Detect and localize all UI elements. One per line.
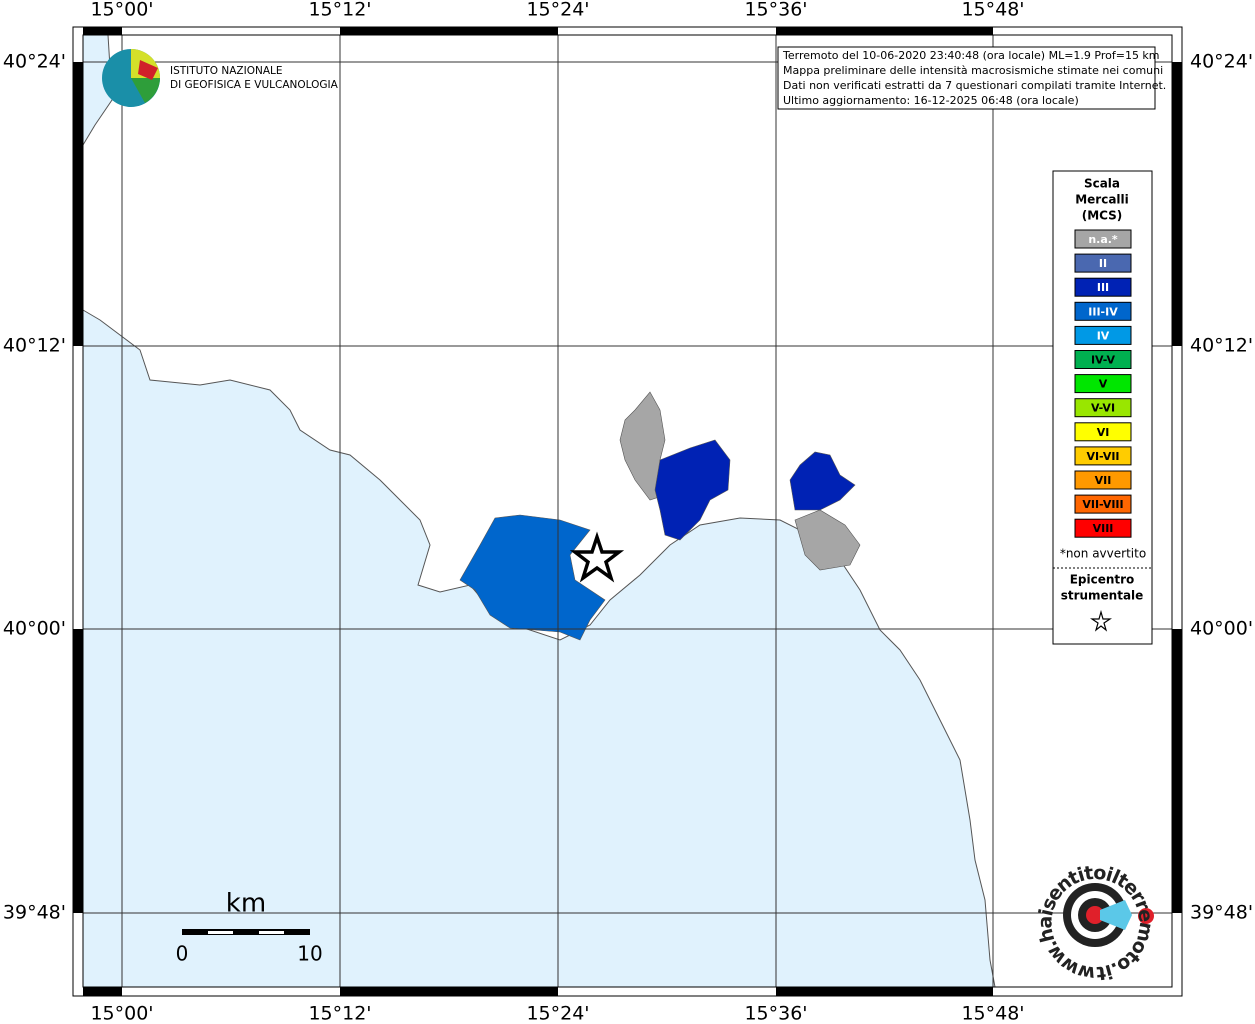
legend-note: *non avvertito [1060,547,1146,561]
lat-label: 40°24' [3,51,66,73]
legend-swatch [1074,470,1132,490]
frame-bar [340,987,558,996]
frame-bar [776,27,993,35]
legend-swatch [1074,350,1132,369]
legend-swatch [1074,494,1132,514]
sea [82,309,996,988]
frame-bar [340,27,558,35]
legend-swatch [1074,301,1132,321]
legend-swatch [1074,229,1132,249]
lon-label: 15°24' [526,0,589,21]
epicentre-star [569,531,625,583]
lat-label: 39°48' [3,902,66,924]
info-line: Ultimo aggiornamento: 16-12-2025 06:48 (… [783,94,1079,107]
info-line: Terremoto del 10-06-2020 23:40:48 (ora l… [782,49,1160,62]
legend-title: Scala [1084,177,1120,191]
legend-label: II [1099,257,1107,270]
legend-star [1090,609,1112,632]
legend-swatch [1074,398,1132,418]
lat-label: 40°12' [1190,335,1253,357]
legend-label: VII-VIII [1082,498,1123,511]
logo-text: DI GEOFISICA E VULCANOLOGIA [170,79,339,91]
graticule [83,35,1172,987]
legend-label: III-IV [1088,305,1118,318]
legend-swatch [1074,422,1132,442]
frame [72,26,1183,997]
site-logo: www.haisentitoilterremoto.it [1034,861,1158,985]
legend-epicentre: Epicentro [1070,573,1135,587]
frame-bar [83,987,122,996]
legend-swatch [1074,253,1132,273]
lat-label: 40°00' [1190,618,1253,640]
lat-label: 40°00' [3,618,66,640]
scale-label: 0 [176,942,189,966]
lon-label: 15°48' [961,1003,1024,1024]
legend-swatch [1074,374,1132,394]
legend-swatch [1074,518,1132,538]
legend-swatch [1074,325,1132,345]
legend-label: VII [1095,474,1112,487]
frame-bar [776,987,993,996]
area-na [794,509,861,571]
info-box [777,46,1156,110]
legend: ScalaMercalli(MCS)n.a.*IIIIIIII-IVIVIV-V… [1052,170,1153,645]
lon-label: 15°00' [90,1003,153,1024]
lon-label: 15°36' [744,1003,807,1024]
lon-label: 15°00' [90,0,153,21]
legend-label: III [1097,281,1109,294]
frame-bar [1172,62,1182,346]
legend-label: V-VI [1091,402,1115,415]
frame-bar [73,629,83,913]
info-line: Mappa preliminare delle intensità macros… [783,64,1163,77]
lat-label: 40°12' [3,335,66,357]
scale-unit: km [226,889,266,919]
legend-label: VI [1097,426,1110,439]
frame-bar [1172,629,1182,913]
scale-label: 10 [297,942,322,966]
legend-title: (MCS) [1082,209,1123,223]
ingv-logo: ISTITUTO NAZIONALE DI GEOFISICA E VULCAN… [102,49,339,107]
legend-label: IV-V [1091,354,1116,367]
legend-label: V [1099,378,1108,391]
legend-title: Mercalli [1075,193,1129,207]
legend-epicentre: strumentale [1061,589,1144,603]
legend-label: n.a.* [1088,233,1118,246]
info-line: Dati non verificati estratti da 7 questi… [783,79,1166,92]
lon-label: 15°12' [308,0,371,21]
area-iii-iv [459,514,606,641]
lon-label: 15°48' [961,0,1024,21]
frame-bar [73,62,83,346]
frame-bar [83,27,122,35]
scale-bar: km 0 10 [176,889,323,966]
lat-label: 39°48' [1190,902,1253,924]
lat-label: 40°24' [1190,51,1253,73]
legend-label: VIII [1093,522,1114,535]
lon-label: 15°24' [526,1003,589,1024]
lon-label: 15°36' [744,0,807,21]
area-iii [789,451,856,511]
legend-label: IV [1097,329,1110,342]
legend-swatch [1074,277,1132,297]
legend-label: VI-VII [1086,450,1119,463]
logo-text: ISTITUTO NAZIONALE [170,65,283,77]
area-iii [654,439,731,541]
lon-label: 15°12' [308,1003,371,1024]
legend-swatch [1074,446,1132,466]
